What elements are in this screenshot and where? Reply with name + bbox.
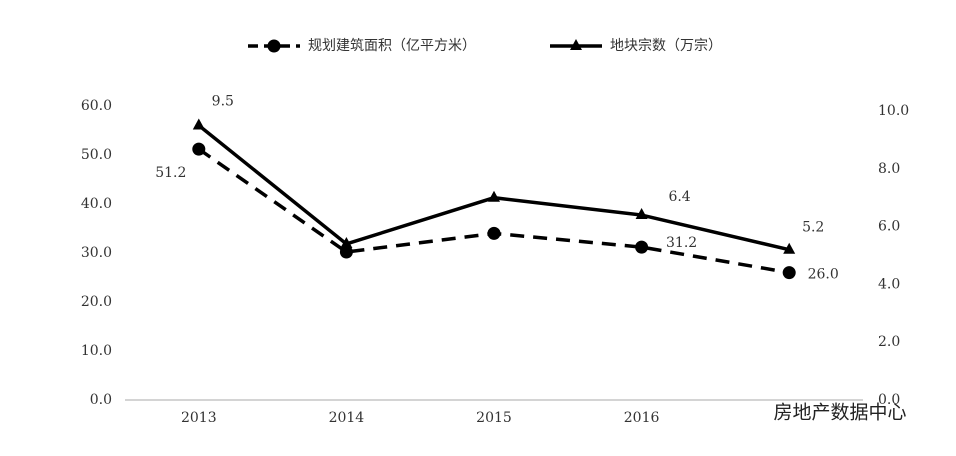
watermark: 房地产数据中心 bbox=[773, 402, 906, 424]
data-point bbox=[340, 236, 353, 248]
data-point bbox=[635, 240, 649, 254]
y2-tick-label: 6.0 bbox=[878, 219, 900, 235]
y-tick-label: 40.0 bbox=[81, 196, 112, 212]
data-point bbox=[192, 118, 205, 130]
data-point bbox=[487, 226, 501, 240]
data-point bbox=[488, 190, 500, 202]
x-tick-label: 2013 bbox=[181, 410, 217, 426]
data-label: 51.2 bbox=[155, 165, 186, 181]
y-tick-label: 10.0 bbox=[81, 343, 112, 359]
x-tick-label: 2014 bbox=[329, 410, 365, 426]
data-point bbox=[635, 208, 648, 220]
legend-marker bbox=[570, 39, 582, 50]
data-label: 5.2 bbox=[802, 220, 824, 236]
y-tick-label: 50.0 bbox=[81, 147, 112, 163]
y-tick-label: 30.0 bbox=[81, 245, 112, 261]
data-point bbox=[783, 242, 796, 254]
legend-label: 地块宗数（万宗） bbox=[610, 38, 722, 54]
y2-tick-label: 0.0 bbox=[878, 392, 900, 408]
data-point bbox=[339, 245, 353, 259]
data-label: 6.4 bbox=[668, 189, 690, 205]
y2-tick-label: 8.0 bbox=[878, 161, 900, 177]
data-label: 31.2 bbox=[666, 235, 697, 251]
y2-tick-label: 10.0 bbox=[878, 103, 909, 119]
data-point bbox=[192, 142, 206, 156]
y-tick-label: 60.0 bbox=[81, 98, 112, 114]
legend-marker bbox=[267, 39, 281, 53]
y-tick-label: 0.0 bbox=[90, 392, 112, 408]
y2-tick-label: 4.0 bbox=[878, 276, 900, 292]
legend-label: 规划建筑面积（亿平方米） bbox=[308, 38, 476, 54]
x-tick-label: 2016 bbox=[624, 410, 660, 426]
x-tick-label: 2015 bbox=[476, 410, 512, 426]
data-label: 26.0 bbox=[808, 267, 839, 283]
data-label: 9.5 bbox=[212, 93, 234, 109]
y2-tick-label: 2.0 bbox=[878, 334, 900, 350]
y-tick-label: 20.0 bbox=[81, 294, 112, 310]
data-point bbox=[782, 266, 796, 280]
